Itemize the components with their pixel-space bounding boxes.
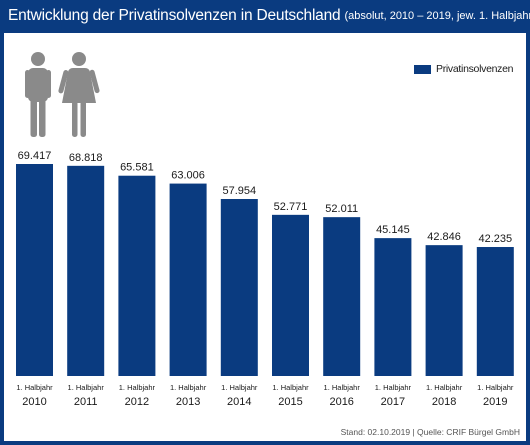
bar-2017 [374, 238, 412, 376]
tick-prefix-2012: 1. Halbjahr [119, 383, 156, 392]
tick-label-2016: 2016 [329, 396, 353, 408]
source-note: Stand: 02.10.2019 | Quelle: CRIF Bürgel … [340, 427, 520, 437]
data-label-2014: 57.954 [222, 185, 256, 197]
data-label-2018: 42.846 [427, 231, 461, 243]
tick-label-2013: 2013 [176, 396, 200, 408]
bar-2010 [16, 164, 53, 376]
data-label-2011: 68.818 [69, 152, 103, 164]
chart-panel: Privatinsolvenzen 69.417 1. Halbjahr 2010 6… [4, 33, 526, 441]
tick-label-2014: 2014 [227, 396, 251, 408]
tick-label-2010: 2010 [22, 396, 46, 408]
data-label-2012: 65.581 [120, 162, 154, 174]
tick-prefix-2013: 1. Halbjahr [170, 383, 207, 392]
tick-prefix-2014: 1. Halbjahr [221, 383, 258, 392]
legend-swatch [414, 64, 431, 74]
tick-prefix-2018: 1. Halbjahr [426, 383, 463, 392]
chart-subtitle: (absolut, 2010 – 2019, jew. 1. Halbjahr) [344, 10, 530, 22]
tick-prefix-2015: 1. Halbjahr [272, 383, 309, 392]
bar-2019 [476, 247, 514, 376]
data-label-2013: 63.006 [171, 170, 205, 182]
chart-legend: Privatinsolvenzen [414, 63, 514, 75]
data-label-2010: 69.417 [18, 150, 52, 162]
chart-title-bar: Entwicklung der Privatinsolvenzen in Deu… [0, 0, 530, 32]
tick-label-2012: 2012 [125, 396, 149, 408]
chart-title: Entwicklung der Privatinsolvenzen in Deu… [8, 7, 341, 24]
bar-2012 [118, 175, 156, 376]
bar-2018 [425, 245, 463, 376]
bar-2013 [169, 183, 207, 376]
tick-prefix-2016: 1. Halbjahr [324, 383, 361, 392]
data-label-2015: 52.771 [274, 201, 308, 213]
tick-prefix-2019: 1. Halbjahr [477, 383, 514, 392]
tick-label-2011: 2011 [74, 396, 98, 408]
people-icons [25, 52, 100, 137]
tick-label-2018: 2018 [432, 396, 456, 408]
bar-2011 [67, 165, 105, 376]
bar-2014 [220, 199, 258, 376]
female-person-icon [58, 52, 100, 137]
bar-2016 [323, 217, 361, 376]
tick-prefix-2017: 1. Halbjahr [375, 383, 412, 392]
bar-chart: 69.417 1. Halbjahr 2010 68.818 1. Halbjahr 20… [16, 150, 514, 408]
data-label-2017: 45.145 [376, 224, 410, 236]
tick-prefix-2011: 1. Halbjahr [68, 383, 105, 392]
tick-label-2017: 2017 [381, 396, 405, 408]
data-label-2019: 42.235 [478, 233, 512, 245]
tick-label-2015: 2015 [278, 396, 302, 408]
data-label-2016: 52.011 [325, 203, 358, 215]
tick-label-2019: 2019 [483, 396, 507, 408]
bar-2015 [272, 214, 309, 376]
legend-label: Privatinsolvenzen [436, 63, 514, 75]
male-person-icon [25, 52, 51, 137]
tick-prefix-2010: 1. Halbjahr [16, 383, 53, 392]
